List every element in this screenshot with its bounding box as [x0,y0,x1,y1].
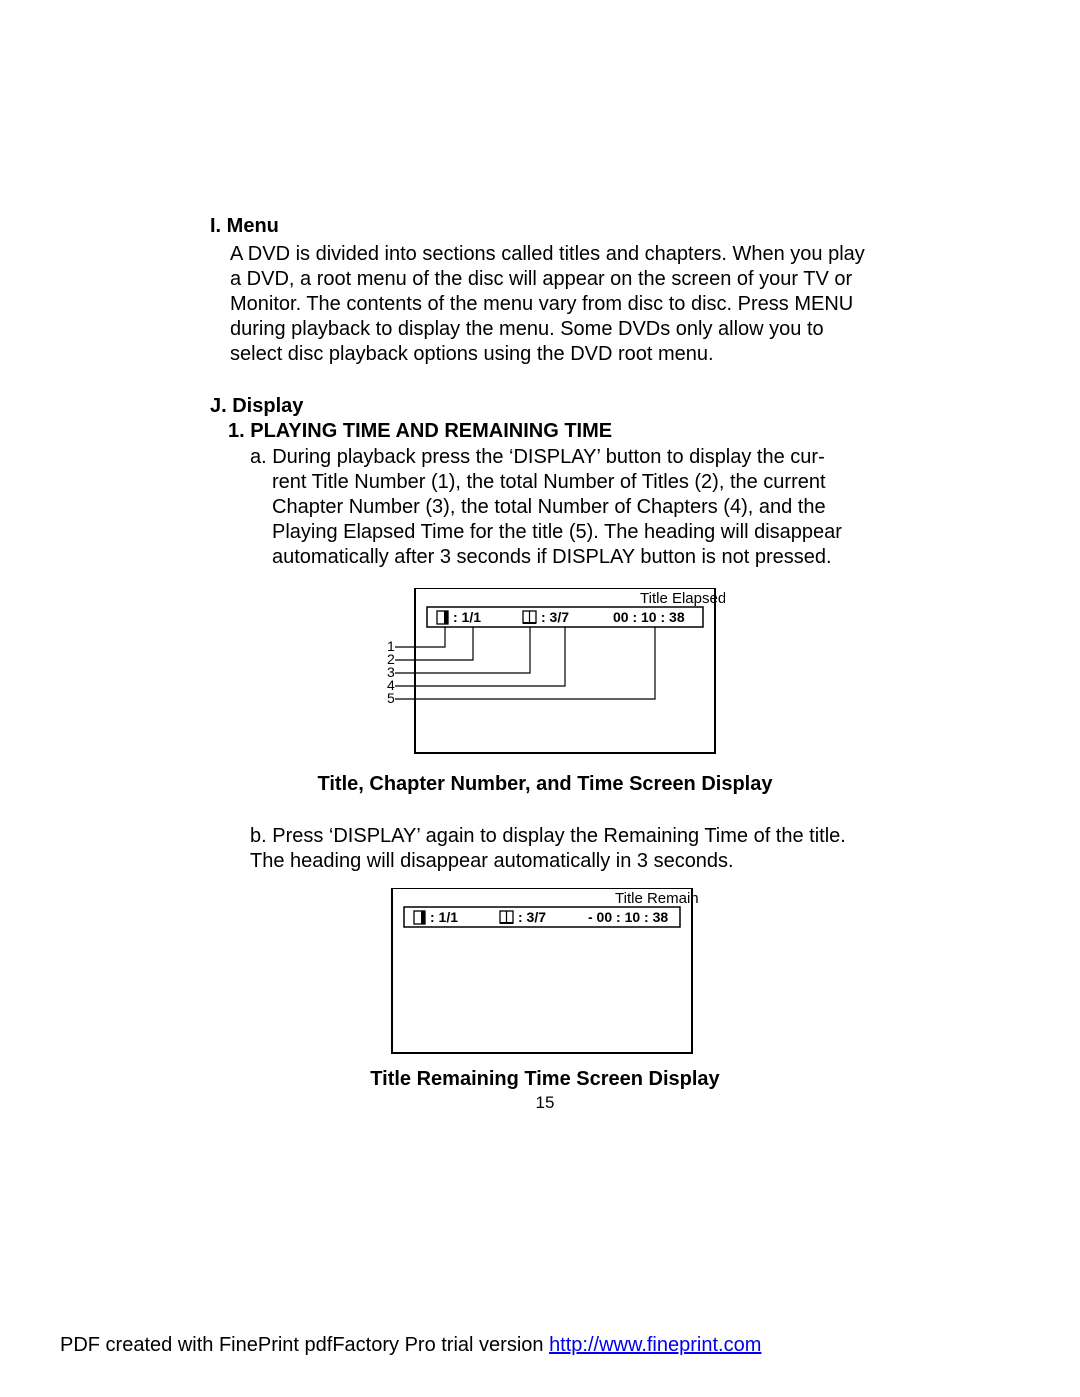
page-number: 15 [210,1093,880,1113]
osd-elapsed-svg: Title Elapsed : 1/1 : 3/7 00 : 10 : 38 1 [365,588,725,763]
pdf-footer: PDF created with FinePrint pdfFactory Pr… [60,1334,761,1357]
figure-title-remain: Title Remain : 1/1 : 3/7 - 00 : 10 : 38 [210,888,880,1058]
osd-remain-svg: Title Remain : 1/1 : 3/7 - 00 : 10 : 38 [390,888,700,1058]
figure-title-elapsed: Title Elapsed : 1/1 : 3/7 00 : 10 : 38 1 [210,588,880,763]
osd2-title-val: : 1/1 [430,909,458,925]
osd1-chapter-val: : 3/7 [541,609,569,625]
chapter-icon [523,611,536,623]
item-a-line1: a. During playback press the ‘DISPLAY’ b… [250,445,880,470]
paragraph-item-a: a. During playback press the ‘DISPLAY’ b… [250,445,880,570]
osd2-heading: Title Remain [615,890,699,907]
disc-icon [414,911,425,924]
footer-link[interactable]: http://www.fineprint.com [549,1334,761,1356]
callout-5: 5 [387,690,395,706]
chapter-icon [500,911,513,923]
figure1-caption: Title, Chapter Number, and Time Screen D… [210,773,880,796]
paragraph-menu: A DVD is divided into sections called ti… [230,242,880,367]
osd1-heading: Title Elapsed [640,590,725,607]
osd1-time-val: 00 : 10 : 38 [613,609,685,625]
heading-section-i: I. Menu [210,215,880,238]
osd1-title-val: : 1/1 [453,609,481,625]
heading-section-j: J. Display [210,395,880,418]
osd2-time-val: - 00 : 10 : 38 [588,909,668,925]
item-a-rest: rent Title Number (1), the total Number … [250,470,880,570]
figure2-caption: Title Remaining Time Screen Display [210,1068,880,1091]
heading-sub-1: 1. PLAYING TIME AND REMAINING TIME [228,420,880,443]
paragraph-item-b: b. Press ‘DISPLAY’ again to display the … [250,824,880,874]
page-content: I. Menu A DVD is divided into sections c… [210,215,880,1113]
footer-prefix: PDF created with FinePrint pdfFactory Pr… [60,1334,549,1356]
disc-icon [437,611,448,624]
osd2-chapter-val: : 3/7 [518,909,546,925]
